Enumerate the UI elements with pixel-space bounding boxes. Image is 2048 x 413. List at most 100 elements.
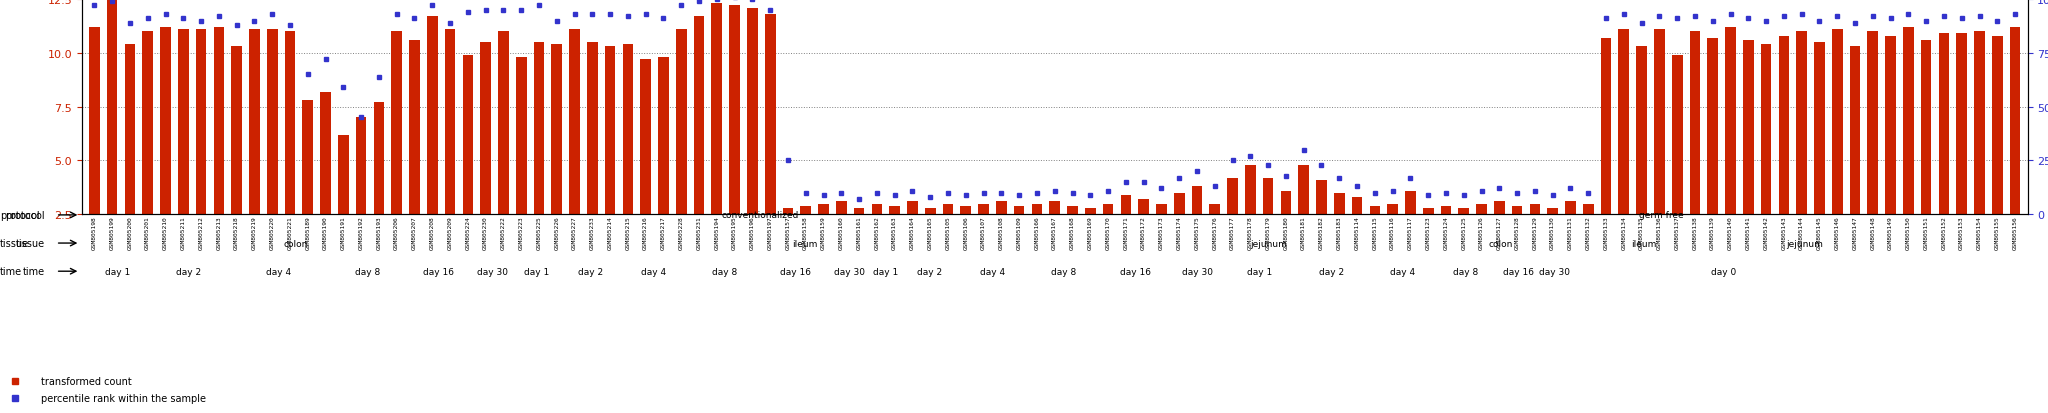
Text: day 1: day 1 <box>1247 267 1272 276</box>
Bar <box>1102 204 1114 215</box>
Bar <box>2009 28 2021 215</box>
Bar <box>1778 36 1790 215</box>
Bar <box>819 204 829 215</box>
Text: ileum: ileum <box>1630 239 1657 248</box>
Bar <box>1708 39 1718 215</box>
Bar <box>1192 187 1202 215</box>
Text: day 4: day 4 <box>1391 267 1415 276</box>
Bar <box>1280 191 1290 215</box>
Text: day 4: day 4 <box>641 267 666 276</box>
Text: jejunum: jejunum <box>1251 239 1288 248</box>
Bar <box>1690 32 1700 215</box>
Bar <box>569 30 580 215</box>
Bar <box>1085 208 1096 215</box>
Bar <box>1565 202 1575 215</box>
Text: day 1: day 1 <box>524 267 549 276</box>
Bar <box>1405 191 1415 215</box>
Bar <box>88 28 100 215</box>
Bar <box>106 0 117 215</box>
Text: germ free: germ free <box>1638 211 1683 220</box>
Bar <box>1458 208 1468 215</box>
Bar <box>481 43 492 215</box>
Bar <box>444 30 455 215</box>
Bar <box>1386 204 1399 215</box>
Bar <box>391 32 401 215</box>
Bar <box>907 202 918 215</box>
Bar <box>872 204 883 215</box>
Text: colon: colon <box>1489 239 1513 248</box>
Bar <box>1761 45 1772 215</box>
Text: day 16: day 16 <box>1503 267 1534 276</box>
Bar <box>1796 32 1806 215</box>
Bar <box>836 202 846 215</box>
Bar <box>979 204 989 215</box>
Text: day 30: day 30 <box>1538 267 1571 276</box>
Bar <box>676 30 686 215</box>
Bar <box>516 58 526 215</box>
Bar <box>1477 204 1487 215</box>
Bar <box>1993 36 2003 215</box>
Bar <box>1548 208 1559 215</box>
Bar <box>1352 197 1362 215</box>
Bar <box>1245 165 1255 215</box>
Bar <box>588 43 598 215</box>
Bar <box>551 45 561 215</box>
Text: ileum: ileum <box>793 239 817 248</box>
Bar <box>356 118 367 215</box>
Bar <box>1618 30 1628 215</box>
Bar <box>231 47 242 215</box>
Text: tissue: tissue <box>0 238 29 249</box>
Bar <box>694 17 705 215</box>
Bar <box>1903 28 1913 215</box>
Text: day 8: day 8 <box>1051 267 1077 276</box>
Bar <box>125 45 135 215</box>
Bar <box>942 204 954 215</box>
Bar <box>1655 30 1665 215</box>
Bar <box>623 45 633 215</box>
Bar <box>1511 206 1522 215</box>
Bar <box>1227 178 1237 215</box>
Text: transformed count: transformed count <box>41 376 131 386</box>
Text: colon: colon <box>285 239 309 248</box>
Bar <box>373 103 385 215</box>
Text: day 8: day 8 <box>1452 267 1479 276</box>
Text: day 2: day 2 <box>918 267 942 276</box>
Bar <box>1049 202 1061 215</box>
Text: day 30: day 30 <box>1182 267 1212 276</box>
Bar <box>1155 204 1167 215</box>
Text: tissue: tissue <box>16 238 45 249</box>
Bar <box>782 208 793 215</box>
Text: day 2: day 2 <box>578 267 604 276</box>
Text: protocol: protocol <box>6 210 45 221</box>
Bar <box>303 101 313 215</box>
Bar <box>604 47 616 215</box>
Bar <box>926 208 936 215</box>
Text: jejunum: jejunum <box>1786 239 1823 248</box>
Bar <box>641 60 651 215</box>
Bar <box>801 206 811 215</box>
Bar <box>657 58 670 215</box>
Bar <box>1014 206 1024 215</box>
Bar <box>338 135 348 215</box>
Bar <box>764 15 776 215</box>
Bar <box>1370 206 1380 215</box>
Bar <box>1264 178 1274 215</box>
Text: conventionalized: conventionalized <box>721 211 799 220</box>
Bar <box>711 4 723 215</box>
Bar <box>729 7 739 215</box>
Text: protocol: protocol <box>0 210 39 221</box>
Bar <box>1921 41 1931 215</box>
Bar <box>1974 32 1985 215</box>
Text: day 2: day 2 <box>176 267 201 276</box>
Bar <box>1815 43 1825 215</box>
Bar <box>463 56 473 215</box>
Bar <box>213 28 223 215</box>
Bar <box>1298 165 1309 215</box>
Bar <box>1636 47 1647 215</box>
Bar <box>410 41 420 215</box>
Bar <box>143 32 154 215</box>
Bar <box>995 202 1008 215</box>
Text: day 16: day 16 <box>780 267 811 276</box>
Text: day 16: day 16 <box>424 267 455 276</box>
Bar <box>1423 208 1434 215</box>
